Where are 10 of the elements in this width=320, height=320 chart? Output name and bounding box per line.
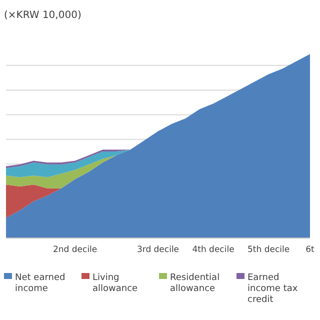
- legend-label: Living allowance: [92, 273, 138, 294]
- legend-label: Earned income tax credit: [248, 273, 298, 305]
- x-tick-label: 2nd decile: [53, 245, 98, 255]
- legend-label: Net earned income: [15, 273, 66, 294]
- x-tick-label: 4th decile: [192, 245, 234, 255]
- x-tick-label: 3rd decile: [136, 245, 180, 255]
- x-tick-label: 5th decile: [248, 245, 290, 255]
- y-axis-title: (×KRW 10,000): [4, 10, 82, 21]
- x-tick-label: 6t: [306, 245, 316, 255]
- legend-label: Residential allowance: [170, 273, 220, 294]
